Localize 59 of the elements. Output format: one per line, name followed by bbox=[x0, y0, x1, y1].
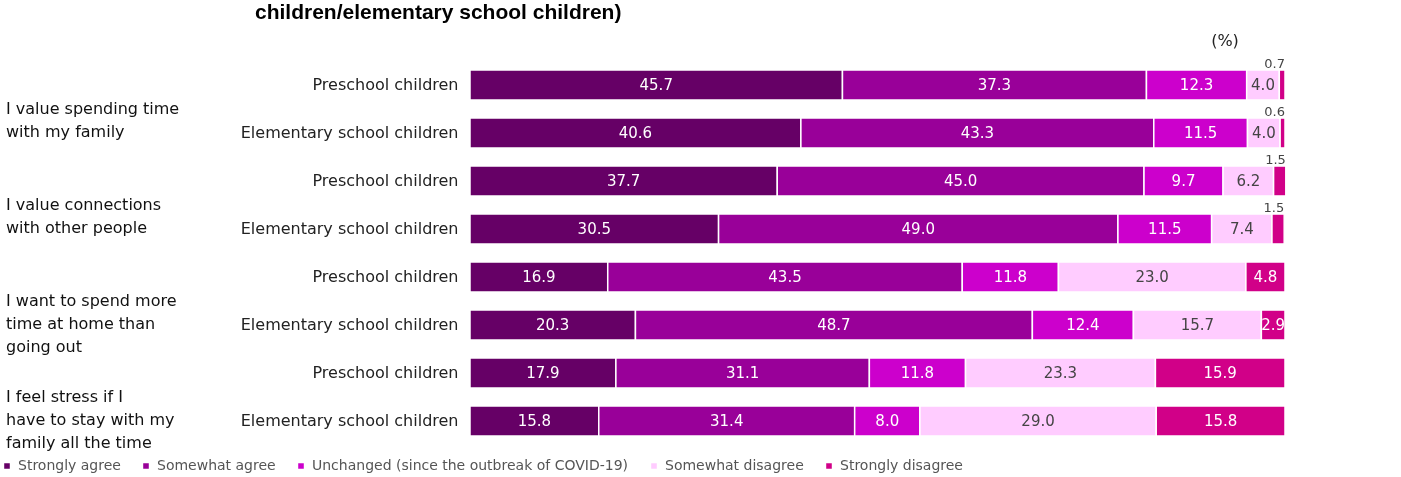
legend-label: Somewhat agree bbox=[157, 457, 276, 473]
y-tick-label: Elementary school children bbox=[240, 315, 459, 334]
legend-label: Unchanged (since the outbreak of COVID-19) bbox=[312, 457, 629, 473]
text: I want to spend more time at home than going out bbox=[6, 291, 177, 356]
data-label: 43.5 bbox=[768, 268, 802, 286]
text: (%) bbox=[1211, 31, 1239, 50]
data-label: 37.3 bbox=[977, 76, 1012, 94]
y-tick-label: Elementary school children bbox=[240, 123, 459, 142]
text: I feel stress if I have to stay with my family all the time bbox=[6, 387, 175, 452]
data-label: 0.7 bbox=[1264, 56, 1285, 71]
data-label: 20.3 bbox=[536, 316, 570, 334]
data-label: 45.0 bbox=[943, 172, 978, 190]
data-label: 45.7 bbox=[639, 76, 673, 94]
data-label: 11.5 bbox=[1183, 124, 1218, 142]
data-label: 15.9 bbox=[1203, 364, 1237, 382]
data-label: 12.3 bbox=[1179, 76, 1214, 94]
data-label: 1.5 bbox=[1263, 200, 1285, 215]
data-label: 49.0 bbox=[901, 220, 935, 238]
data-label: 9.7 bbox=[1171, 172, 1196, 190]
chart-title: children/elementary school children) bbox=[255, 0, 622, 23]
data-label: 8.0 bbox=[875, 412, 900, 430]
data-label: 11.8 bbox=[993, 268, 1028, 286]
y-tick-label: Preschool children bbox=[312, 171, 459, 190]
data-label: 23.0 bbox=[1135, 268, 1169, 286]
data-label: 43.3 bbox=[960, 124, 995, 142]
data-label: 15.8 bbox=[517, 412, 552, 430]
data-label: 30.5 bbox=[577, 220, 611, 238]
legend-label: Somewhat disagree bbox=[665, 457, 804, 473]
data-label: 40.6 bbox=[618, 124, 653, 142]
data-label: 1.5 bbox=[1265, 152, 1286, 167]
data-label: 11.8 bbox=[900, 364, 935, 382]
data-label: 29.0 bbox=[1021, 412, 1055, 430]
data-label: 7.4 bbox=[1229, 220, 1254, 238]
data-label: 23.3 bbox=[1043, 364, 1078, 382]
data-label: 31.4 bbox=[710, 412, 744, 430]
data-label: 37.7 bbox=[606, 172, 641, 190]
legend-label: Strongly disagree bbox=[840, 457, 963, 473]
data-label: 4.0 bbox=[1251, 76, 1275, 94]
y-tick-label: Elementary school children bbox=[240, 411, 459, 430]
data-label: 17.9 bbox=[526, 364, 560, 382]
data-label: 2.9 bbox=[1261, 316, 1286, 334]
y-tick-label: Preschool children bbox=[312, 267, 459, 286]
data-label: 0.6 bbox=[1264, 104, 1285, 119]
data-label: 48.7 bbox=[817, 316, 851, 334]
data-label: 11.5 bbox=[1148, 220, 1182, 238]
data-label: 4.8 bbox=[1253, 268, 1278, 286]
data-label: 6.2 bbox=[1236, 172, 1261, 190]
data-label: 12.4 bbox=[1066, 316, 1100, 334]
data-label: 15.7 bbox=[1180, 316, 1215, 334]
y-tick-label: Preschool children bbox=[312, 363, 459, 382]
text: I value spending time with my family bbox=[6, 99, 180, 141]
data-label: 15.8 bbox=[1203, 412, 1238, 430]
y-tick-label: Elementary school children bbox=[240, 219, 459, 238]
data-label: 4.0 bbox=[1251, 124, 1276, 142]
data-label: 31.1 bbox=[725, 364, 760, 382]
text: I value connections with other people bbox=[6, 195, 162, 237]
y-tick-label: Preschool children bbox=[312, 75, 459, 94]
legend-label: Strongly agree bbox=[18, 457, 121, 473]
data-label: 16.9 bbox=[522, 268, 556, 286]
